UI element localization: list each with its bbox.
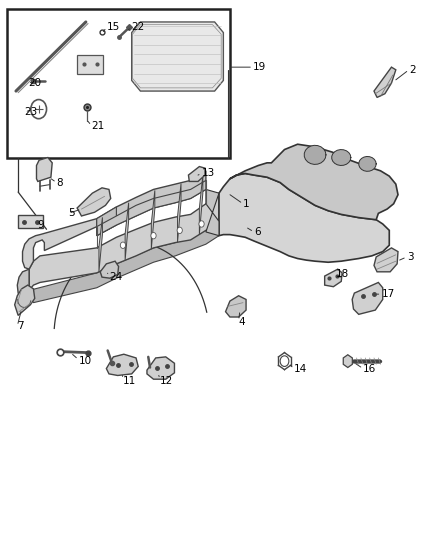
Polygon shape bbox=[36, 158, 52, 181]
Polygon shape bbox=[97, 207, 117, 236]
Text: 21: 21 bbox=[92, 120, 105, 131]
Text: 23: 23 bbox=[25, 107, 38, 117]
Text: 6: 6 bbox=[254, 227, 261, 237]
Polygon shape bbox=[77, 188, 111, 216]
Bar bbox=[7, 9, 230, 158]
Text: 14: 14 bbox=[294, 364, 307, 374]
Circle shape bbox=[120, 242, 126, 248]
Circle shape bbox=[31, 100, 46, 119]
Text: 4: 4 bbox=[239, 317, 245, 327]
Text: 17: 17 bbox=[381, 289, 395, 299]
Polygon shape bbox=[99, 217, 102, 272]
Polygon shape bbox=[343, 355, 352, 368]
Text: 5: 5 bbox=[68, 208, 75, 219]
Polygon shape bbox=[100, 261, 119, 278]
Polygon shape bbox=[97, 180, 206, 236]
Polygon shape bbox=[147, 357, 174, 379]
Polygon shape bbox=[125, 203, 129, 260]
Text: 19: 19 bbox=[253, 62, 266, 72]
Circle shape bbox=[151, 232, 156, 239]
Polygon shape bbox=[206, 189, 219, 236]
Text: 8: 8 bbox=[57, 177, 63, 188]
Polygon shape bbox=[374, 67, 396, 98]
Text: 2: 2 bbox=[409, 65, 416, 75]
Text: 10: 10 bbox=[78, 356, 92, 366]
Polygon shape bbox=[332, 150, 351, 165]
Polygon shape bbox=[226, 296, 246, 317]
Text: 3: 3 bbox=[407, 252, 413, 262]
Text: 24: 24 bbox=[109, 272, 122, 282]
Text: 22: 22 bbox=[132, 22, 145, 33]
Text: 12: 12 bbox=[160, 376, 173, 386]
Text: 9: 9 bbox=[38, 220, 44, 230]
Polygon shape bbox=[29, 221, 219, 303]
Polygon shape bbox=[22, 219, 97, 269]
Polygon shape bbox=[304, 146, 326, 164]
Polygon shape bbox=[14, 285, 35, 316]
Bar bbox=[77, 55, 103, 74]
Bar bbox=[18, 215, 43, 228]
Text: 20: 20 bbox=[28, 78, 41, 88]
Text: 13: 13 bbox=[201, 168, 215, 179]
Polygon shape bbox=[359, 157, 376, 171]
Polygon shape bbox=[219, 173, 389, 262]
Text: 7: 7 bbox=[17, 321, 24, 331]
Polygon shape bbox=[17, 269, 29, 298]
Circle shape bbox=[177, 227, 182, 233]
Text: 11: 11 bbox=[123, 376, 136, 386]
Polygon shape bbox=[29, 193, 219, 290]
Polygon shape bbox=[132, 22, 223, 91]
Polygon shape bbox=[374, 248, 398, 272]
Polygon shape bbox=[97, 171, 206, 236]
Polygon shape bbox=[230, 144, 398, 220]
Polygon shape bbox=[352, 282, 383, 314]
Text: 15: 15 bbox=[107, 22, 120, 33]
Polygon shape bbox=[177, 183, 181, 242]
Polygon shape bbox=[199, 175, 203, 235]
Text: 16: 16 bbox=[363, 364, 376, 374]
Circle shape bbox=[199, 221, 204, 227]
Circle shape bbox=[280, 356, 289, 367]
Text: 1: 1 bbox=[243, 199, 250, 209]
Polygon shape bbox=[325, 269, 342, 287]
Polygon shape bbox=[188, 166, 205, 181]
Polygon shape bbox=[106, 354, 138, 375]
Polygon shape bbox=[151, 190, 155, 249]
Text: 18: 18 bbox=[336, 270, 349, 279]
